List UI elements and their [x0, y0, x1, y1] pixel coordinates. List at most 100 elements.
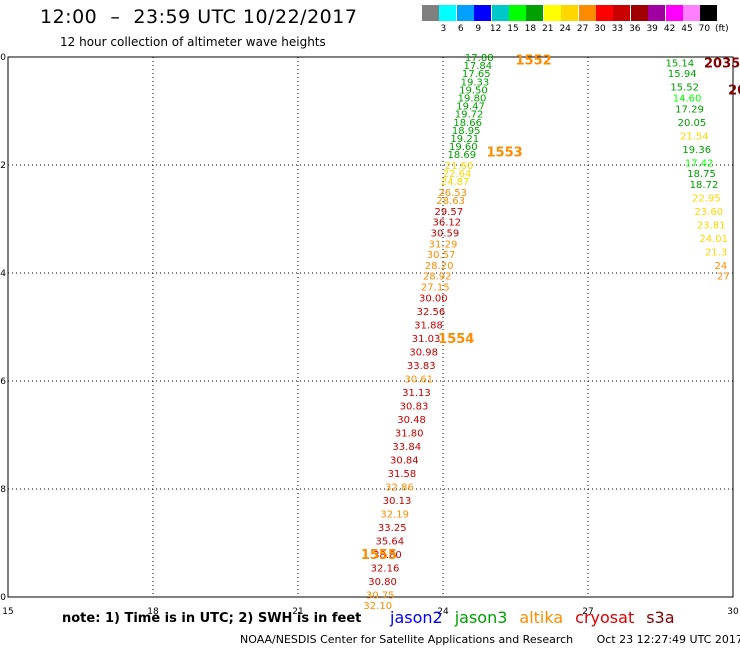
swh-value: 32.16 — [371, 563, 400, 574]
pass-labels: 1552 1553 1554 1555 2035 2034 — [361, 54, 740, 563]
legend-label: 70 — [698, 24, 711, 34]
swh-value: 21.3 — [705, 247, 727, 258]
swh-value: 30.00 — [419, 293, 448, 304]
swh-value: 17.29 — [675, 104, 704, 115]
swh-value: 19.47 — [456, 102, 485, 113]
legend-swatch — [456, 5, 474, 21]
legend-swatch — [648, 5, 666, 21]
swh-value: 18.69 — [448, 150, 477, 161]
swh-value: 33.25 — [378, 523, 407, 534]
swh-value: 19.21 — [450, 134, 479, 145]
swh-value: 18.72 — [690, 180, 719, 191]
x-tick-label: 27 — [582, 607, 593, 617]
legend-swatch — [665, 5, 683, 21]
legend-label: 27 — [576, 24, 589, 34]
swh-value: 36.12 — [433, 218, 462, 229]
swh-value: 31.13 — [402, 388, 431, 399]
swh-value: 17.88 — [465, 53, 494, 64]
swh-value: 24 — [715, 261, 728, 272]
swh-value: 19.60 — [449, 142, 478, 153]
legend-label: 18 — [524, 24, 537, 34]
swh-value: 31.58 — [388, 469, 417, 480]
y-tick-label: -48 — [0, 485, 6, 495]
swh-value: 14.60 — [673, 94, 702, 105]
swh-value: 19.33 — [461, 77, 490, 88]
map-frame — [7, 56, 734, 598]
legend-label: 9 — [475, 24, 482, 34]
swh-value: 15.52 — [670, 83, 699, 94]
x-tick-label: 15 — [2, 607, 13, 617]
swh-value: 28.20 — [425, 261, 454, 272]
y-tick-label: -42 — [0, 161, 6, 171]
legend-label: 24 — [559, 24, 571, 34]
swh-value: 32.56 — [417, 307, 446, 318]
legend-swatch — [613, 5, 631, 21]
swh-value: 18.75 — [687, 169, 716, 180]
pass-number-label: 2034 — [728, 83, 740, 98]
swh-value: 31.88 — [414, 320, 443, 331]
swh-value: 30.98 — [409, 347, 438, 358]
legend-label: 12 — [489, 24, 502, 34]
swh-value: 24.01 — [699, 234, 728, 245]
timestamp: Oct 23 12:27:49 UTC 2017 — [596, 633, 740, 646]
swh-value: 30.84 — [390, 455, 419, 466]
swh-value: 26.53 — [438, 188, 467, 199]
legend-swatch — [561, 5, 579, 21]
satellite-name-jason3: jason3 — [454, 608, 508, 627]
swh-value: 30.48 — [397, 415, 426, 426]
pass-number-label: 1552 — [516, 54, 552, 69]
swh-value: 38.80 — [373, 550, 402, 561]
legend-label: 39 — [646, 24, 658, 34]
swh-value: 28.63 — [436, 196, 465, 207]
x-tick-label: 18 — [147, 607, 159, 617]
satellite-name-s3a: s3a — [646, 608, 675, 627]
map-grid — [8, 57, 733, 597]
satellite-tracks: 17.8817.8417.6519.3319.5019.8019.4719.72… — [363, 53, 729, 612]
swh-value: 30.75 — [366, 590, 395, 601]
swh-value: 31.80 — [395, 428, 424, 439]
footnote: note: 1) Time is in UTC; 2) SWH is in fe… — [62, 611, 362, 626]
y-tick-label: -40 — [0, 53, 6, 63]
legend-swatch — [683, 5, 700, 21]
swh-value: 22.95 — [692, 193, 721, 204]
legend-swatch — [526, 5, 544, 21]
swh-value: 17.84 — [463, 61, 492, 72]
swh-value: 27.15 — [421, 283, 450, 294]
swh-value: 15.14 — [666, 58, 695, 69]
swh-value: 28.92 — [423, 272, 452, 283]
x-tick-label: 30 — [727, 607, 739, 617]
satellite-name-altika: altika — [519, 608, 564, 627]
swh-value: 17.42 — [685, 158, 714, 169]
swh-value: 19.80 — [458, 94, 487, 105]
legend-label: 21 — [542, 24, 554, 34]
legend-swatch — [439, 5, 457, 21]
credit-line: NOAA/NESDIS Center for Satellite Applica… — [240, 633, 740, 646]
satellite-legend: jason2 jason3 altika cryosat s3a — [390, 608, 687, 627]
swh-value: 35.64 — [376, 536, 405, 547]
pass-number-label: 2035 — [704, 56, 740, 71]
legend-label: 30 — [594, 24, 606, 34]
page-subtitle: 12 hour collection of altimeter wave hei… — [60, 35, 326, 49]
satellite-name-jason2: jason2 — [390, 608, 443, 627]
swh-value: 23.60 — [695, 207, 724, 218]
swh-value: 23.81 — [697, 220, 726, 231]
swh-value: 32.19 — [380, 509, 409, 520]
legend-swatch — [509, 5, 526, 21]
swh-value: 31.03 — [412, 334, 441, 345]
swh-value: 32.86 — [385, 482, 414, 493]
pass-number-label: 1554 — [438, 332, 474, 347]
swh-value: 15.94 — [668, 69, 697, 80]
legend-swatch — [491, 5, 509, 21]
swh-value: 24.87 — [441, 177, 470, 188]
swh-value: 17.65 — [462, 69, 491, 80]
legend-swatch — [474, 5, 492, 21]
swh-value: 30.61 — [405, 374, 434, 385]
swh-value: 18.66 — [453, 118, 482, 129]
swh-value: 19.36 — [682, 145, 711, 156]
x-tick-label: 21 — [292, 607, 303, 617]
swh-value: 29.57 — [434, 207, 463, 218]
swh-value: 33.84 — [392, 442, 421, 453]
x-tick-label: 24 — [437, 607, 449, 617]
